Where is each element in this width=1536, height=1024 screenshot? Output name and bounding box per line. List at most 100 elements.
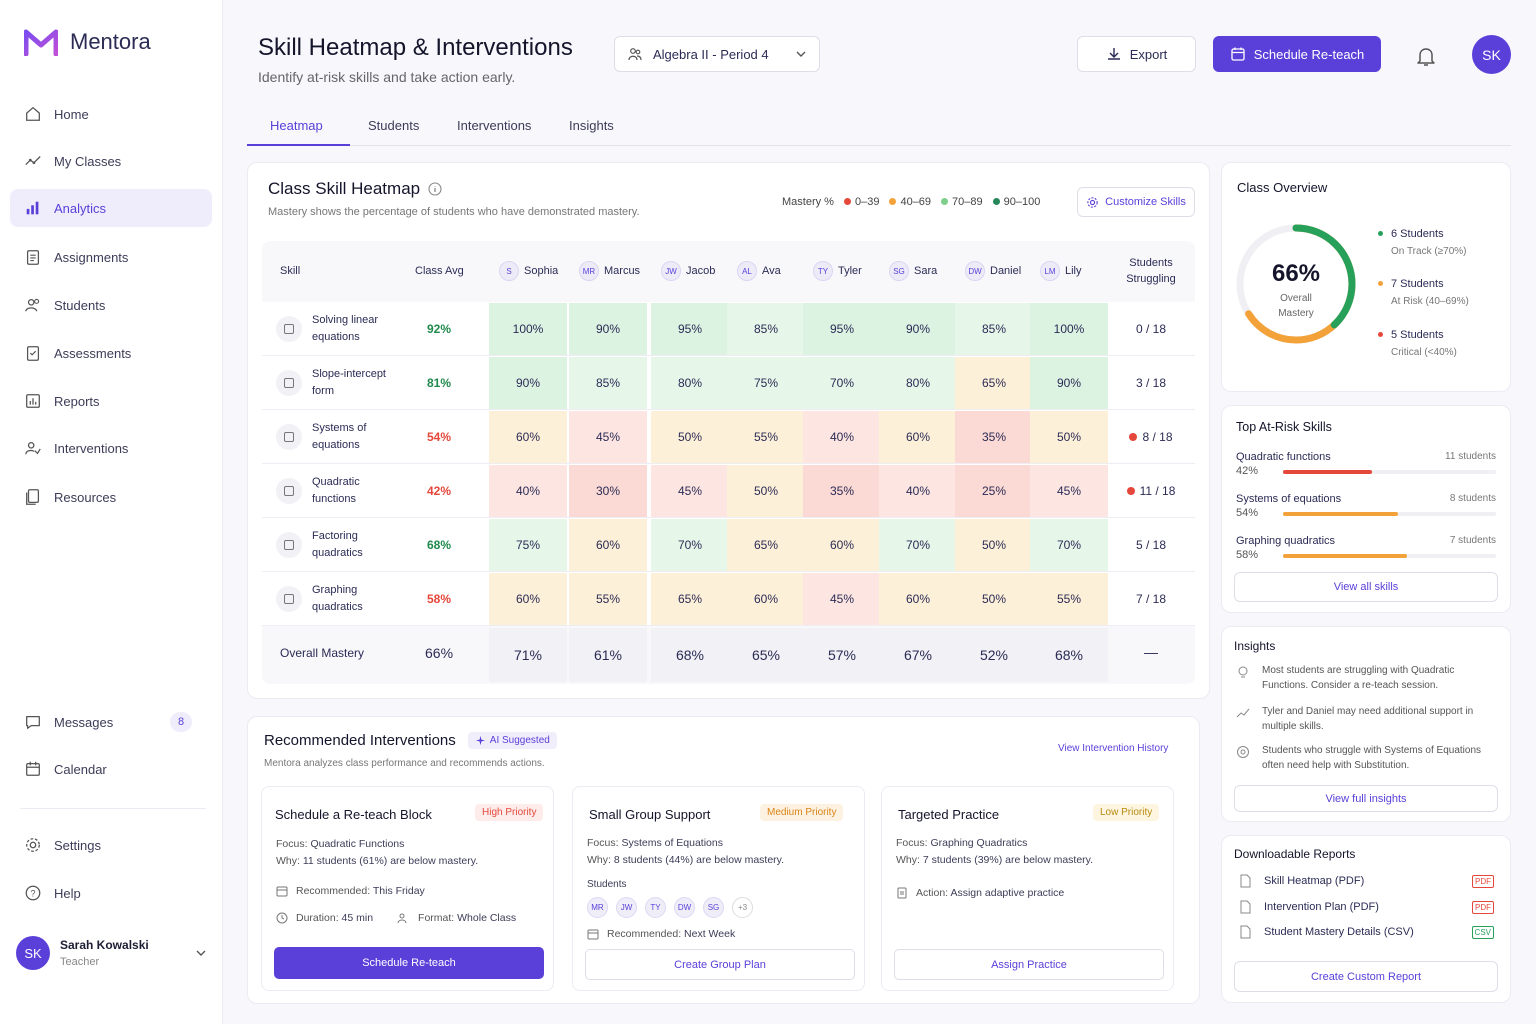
heatmap-cell[interactable]: 100% [1030, 303, 1108, 355]
col-header-student[interactable]: MR Marcus [579, 241, 640, 301]
heatmap-cell[interactable]: 50% [955, 573, 1033, 625]
heatmap-cell[interactable]: 85% [569, 357, 647, 409]
customize-skills-button[interactable]: Customize Skills [1077, 187, 1195, 217]
sidebar-item-analytics[interactable]: Analytics [10, 189, 212, 227]
heatmap-cell[interactable]: 55% [569, 573, 647, 625]
col-header-student[interactable]: LM Lily [1040, 241, 1082, 301]
heatmap-cell[interactable]: 45% [651, 465, 729, 517]
tab-students[interactable]: Students [368, 118, 420, 133]
heatmap-cell[interactable]: 55% [1030, 573, 1108, 625]
student-avatar[interactable]: JW [616, 897, 637, 918]
class-select[interactable]: Algebra II - Period 4 [614, 36, 820, 72]
heatmap-cell[interactable]: 90% [879, 303, 957, 355]
table-row[interactable]: Slope-intercept form 81% 90% 85% 80% 75% 70% 80%… [262, 356, 1195, 410]
report-item-student-mastery[interactable]: Student Mastery Details (CSV) CSV [1238, 925, 1494, 939]
more-students-badge[interactable]: +3 [732, 897, 753, 918]
table-row[interactable]: Graphing quadratics 58% 60% 55% 65% 60% 45% 60% 5… [262, 572, 1195, 626]
heatmap-cell[interactable]: 90% [1030, 357, 1108, 409]
sidebar-item-reports[interactable]: Reports [10, 382, 212, 420]
col-header-student[interactable]: SG Sara [889, 241, 937, 301]
sidebar-item-calendar[interactable]: Calendar [10, 750, 212, 788]
col-header-student[interactable]: AL Ava [737, 241, 781, 301]
schedule-reteach-card-button[interactable]: Schedule Re-teach [274, 947, 544, 979]
heatmap-cell[interactable]: 35% [803, 465, 881, 517]
heatmap-cell[interactable]: 50% [1030, 411, 1108, 463]
sidebar-item-interventions[interactable]: Interventions [10, 429, 212, 467]
heatmap-cell[interactable]: 45% [1030, 465, 1108, 517]
heatmap-cell[interactable]: 60% [803, 519, 881, 571]
heatmap-cell[interactable]: 60% [569, 519, 647, 571]
sidebar-item-messages[interactable]: Messages 8 [10, 703, 212, 741]
heatmap-cell[interactable]: 60% [489, 573, 567, 625]
heatmap-cell[interactable]: 60% [879, 411, 957, 463]
report-item-skill-heatmap[interactable]: Skill Heatmap (PDF) PDF [1238, 874, 1494, 888]
create-custom-report-button[interactable]: Create Custom Report [1234, 961, 1498, 992]
view-all-skills-button[interactable]: View all skills [1234, 572, 1498, 602]
col-header-student[interactable]: S Sophia [499, 241, 558, 301]
sidebar-item-assignments[interactable]: Assignments [10, 238, 212, 276]
schedule-reteach-button[interactable]: Schedule Re-teach [1213, 36, 1381, 72]
brand-logo[interactable]: Mentora [24, 28, 151, 56]
heatmap-cell[interactable]: 30% [569, 465, 647, 517]
user-profile[interactable]: SK Sarah Kowalski Teacher [16, 936, 208, 970]
heatmap-cell[interactable]: 50% [955, 519, 1033, 571]
at-risk-skill-item[interactable]: Graphing quadratics 7 students 58% [1236, 535, 1496, 561]
student-avatar[interactable]: MR [587, 897, 608, 918]
table-row[interactable]: Factoring quadratics 68% 75% 60% 70% 65% 60% 70%… [262, 518, 1195, 572]
heatmap-cell[interactable]: 85% [727, 303, 805, 355]
assign-practice-button[interactable]: Assign Practice [894, 949, 1164, 980]
export-button[interactable]: Export [1077, 36, 1196, 72]
heatmap-cell[interactable]: 55% [727, 411, 805, 463]
heatmap-cell[interactable]: 70% [803, 357, 881, 409]
heatmap-cell[interactable]: 60% [879, 573, 957, 625]
view-full-insights-button[interactable]: View full insights [1234, 785, 1498, 812]
sidebar-item-assessments[interactable]: Assessments [10, 334, 212, 372]
create-group-plan-button[interactable]: Create Group Plan [585, 949, 855, 980]
table-row[interactable]: Quadratic functions 42% 40% 30% 45% 50% 35% 40% 2… [262, 464, 1195, 518]
sidebar-item-my-classes[interactable]: My Classes [10, 142, 212, 180]
heatmap-cell[interactable]: 90% [569, 303, 647, 355]
student-avatar[interactable]: SG [703, 897, 724, 918]
table-row[interactable]: Solving linear equations 92% 100% 90% 95% 85% 9… [262, 302, 1195, 356]
heatmap-cell[interactable]: 80% [651, 357, 729, 409]
heatmap-cell[interactable]: 65% [651, 573, 729, 625]
heatmap-cell[interactable]: 100% [489, 303, 567, 355]
heatmap-cell[interactable]: 25% [955, 465, 1033, 517]
heatmap-cell[interactable]: 35% [955, 411, 1033, 463]
report-item-intervention-plan[interactable]: Intervention Plan (PDF) PDF [1238, 900, 1494, 914]
table-row[interactable]: Systems of equations 54% 60% 45% 50% 55% 40% 60%… [262, 410, 1195, 464]
heatmap-cell[interactable]: 85% [955, 303, 1033, 355]
heatmap-cell[interactable]: 95% [651, 303, 729, 355]
heatmap-cell[interactable]: 45% [569, 411, 647, 463]
tab-heatmap[interactable]: Heatmap [270, 118, 323, 133]
heatmap-cell[interactable]: 65% [955, 357, 1033, 409]
heatmap-cell[interactable]: 70% [1030, 519, 1108, 571]
bell-icon[interactable] [1414, 44, 1438, 68]
heatmap-cell[interactable]: 50% [651, 411, 729, 463]
heatmap-cell[interactable]: 60% [489, 411, 567, 463]
student-avatar[interactable]: TY [645, 897, 666, 918]
heatmap-cell[interactable]: 95% [803, 303, 881, 355]
heatmap-cell[interactable]: 40% [803, 411, 881, 463]
heatmap-cell[interactable]: 65% [727, 519, 805, 571]
view-intervention-history-link[interactable]: View Intervention History [1058, 743, 1169, 754]
heatmap-cell[interactable]: 50% [727, 465, 805, 517]
at-risk-skill-item[interactable]: Systems of equations 8 students 54% [1236, 493, 1496, 519]
heatmap-cell[interactable]: 75% [489, 519, 567, 571]
heatmap-cell[interactable]: 70% [879, 519, 957, 571]
sidebar-item-help[interactable]: ? Help [10, 874, 212, 912]
sidebar-item-resources[interactable]: Resources [10, 478, 212, 516]
heatmap-cell[interactable]: 80% [879, 357, 957, 409]
col-header-student[interactable]: JW Jacob [661, 241, 715, 301]
sidebar-item-home[interactable]: Home [10, 95, 212, 133]
col-header-student[interactable]: TY Tyler [813, 241, 862, 301]
col-header-student[interactable]: DW Daniel [965, 241, 1021, 301]
header-avatar[interactable]: SK [1472, 35, 1511, 74]
student-avatar[interactable]: DW [674, 897, 695, 918]
tab-insights[interactable]: Insights [569, 118, 614, 133]
chevron-down-icon[interactable] [194, 946, 208, 960]
heatmap-cell[interactable]: 40% [489, 465, 567, 517]
tab-interventions[interactable]: Interventions [457, 118, 532, 133]
info-icon[interactable] [428, 182, 442, 196]
heatmap-cell[interactable]: 70% [651, 519, 729, 571]
